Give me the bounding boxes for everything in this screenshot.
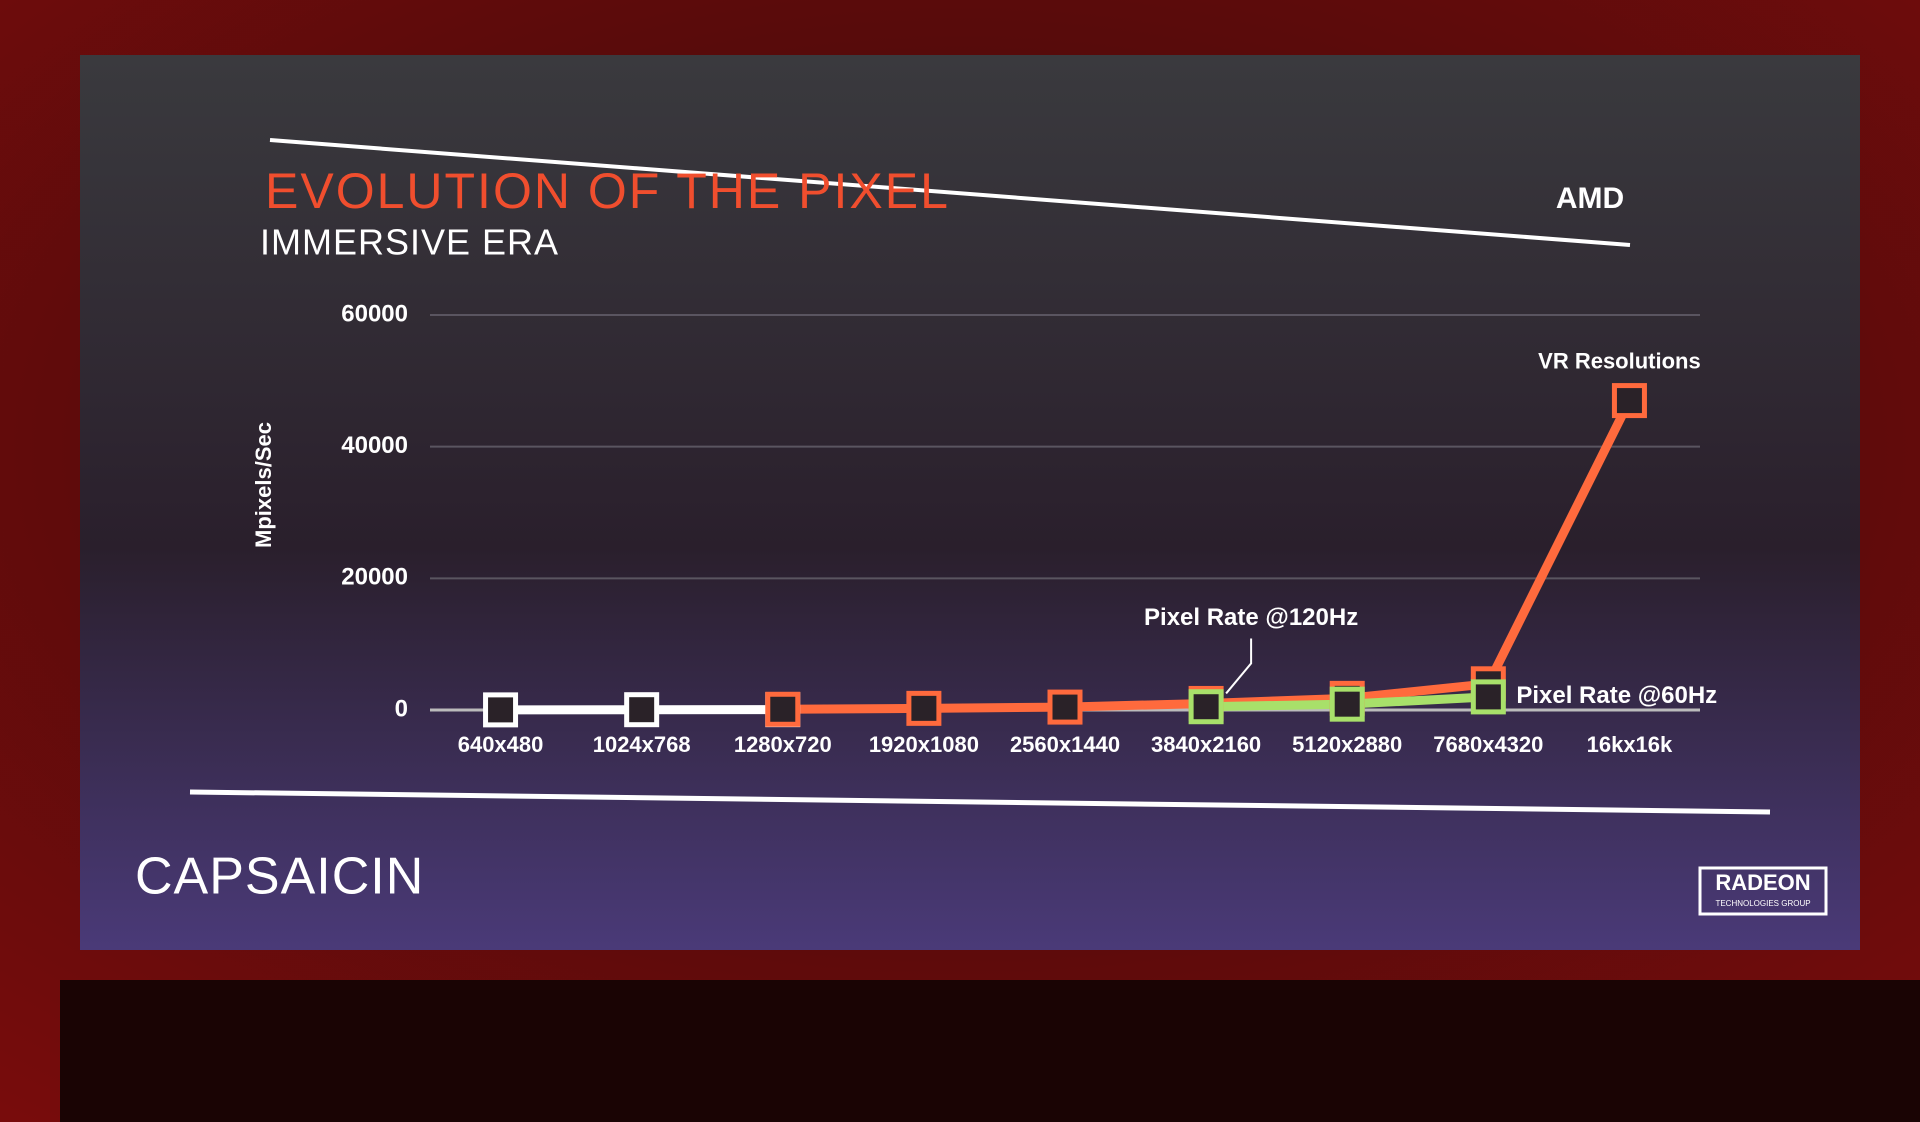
x-tick-label: 5120x2880 — [1292, 732, 1402, 757]
company-logo: AMD — [1556, 182, 1624, 215]
top-rule — [269, 138, 1631, 247]
chart-title: EVOLUTION OF THE PIXEL — [265, 163, 950, 219]
group-logo-sub: TECHNOLOGIES GROUP — [1715, 899, 1810, 908]
series-marker — [624, 692, 660, 728]
annotation: VR Resolutions — [1538, 348, 1701, 373]
y-tick-label: 40000 — [341, 432, 408, 459]
x-tick-label: 7680x4320 — [1433, 732, 1543, 757]
y-tick-label: 0 — [395, 695, 408, 722]
group-logo-box — [1698, 866, 1828, 916]
series-marker — [1470, 679, 1506, 715]
chart-subtitle: IMMERSIVE ERA — [260, 222, 559, 263]
series-marker — [906, 690, 942, 726]
group-logo: RADEON — [1715, 870, 1810, 895]
x-tick-label: 2560x1440 — [1010, 732, 1120, 757]
x-tick-label: 1024x768 — [593, 732, 691, 757]
event-logo: CAPSAICIN — [135, 848, 424, 906]
series-marker — [1329, 686, 1365, 722]
leader-line — [1225, 638, 1253, 695]
y-axis-label: Mpixels/Sec — [251, 422, 276, 548]
x-tick-label: 1280x720 — [734, 732, 832, 757]
series-marker — [1611, 383, 1647, 419]
x-tick-label: 16kx16k — [1587, 732, 1673, 757]
x-tick-label: 1920x1080 — [869, 732, 979, 757]
x-tick-label: 3840x2160 — [1151, 732, 1261, 757]
series-marker — [765, 691, 801, 727]
series-marker — [1047, 689, 1083, 725]
series-label: Pixel Rate @120Hz — [1144, 604, 1358, 631]
series-label: Pixel Rate @60Hz — [1516, 682, 1717, 709]
bottom-rule — [189, 789, 1771, 815]
y-tick-label: 60000 — [341, 300, 408, 327]
series-marker — [1188, 689, 1224, 725]
stage — [60, 980, 1920, 1122]
series-marker — [483, 692, 519, 728]
y-tick-label: 20000 — [341, 564, 408, 591]
x-tick-label: 640x480 — [458, 732, 544, 757]
